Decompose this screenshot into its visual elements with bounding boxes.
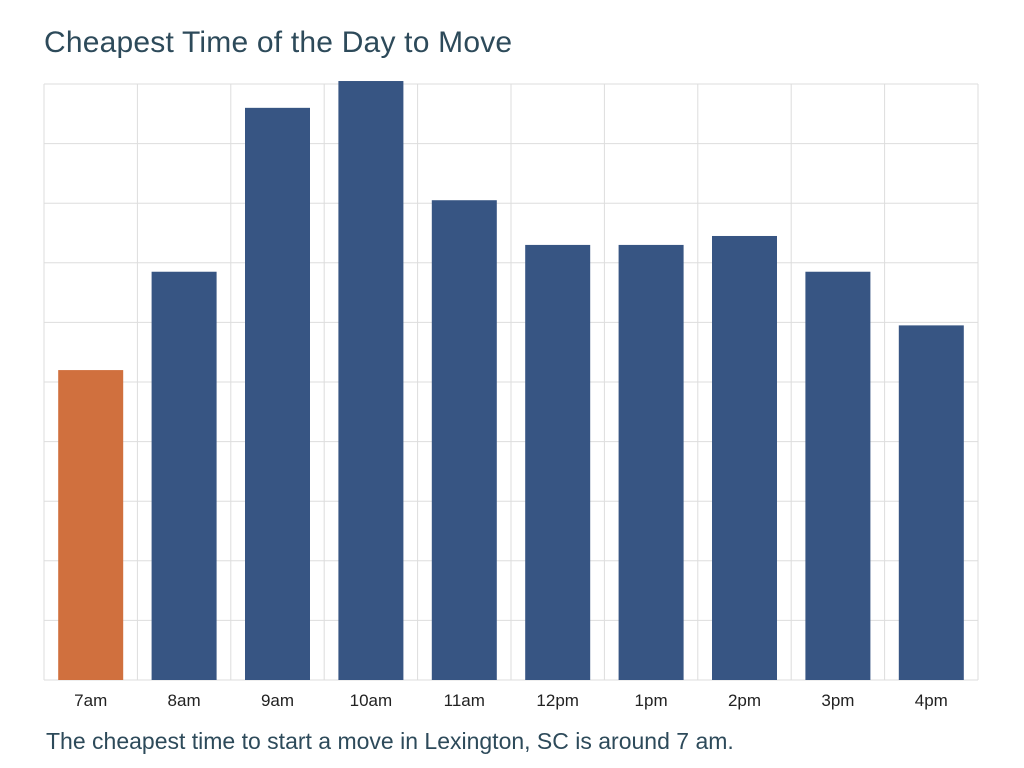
x-tick-label: 12pm (536, 691, 579, 710)
x-tick-label: 11am (444, 691, 485, 710)
x-tick-label: 8am (168, 691, 201, 710)
bar-7am (58, 370, 124, 680)
bar-12pm (525, 244, 591, 681)
bars (58, 81, 964, 681)
x-tick-label: 9am (261, 691, 294, 710)
x-tick-label: 1pm (635, 691, 668, 710)
bar-1pm (618, 244, 684, 681)
bar-9am (245, 107, 310, 681)
bar-10am (338, 81, 404, 680)
chart-caption: The cheapest time to start a move in Lex… (46, 728, 734, 754)
chart-title: Cheapest Time of the Day to Move (44, 26, 513, 59)
x-tick-labels: 7am 8am 9am 10am 11am 12pm 1pm 2pm 3pm 4pm (74, 691, 948, 710)
x-tick-label: 2pm (728, 691, 761, 710)
x-tick-label: 4pm (915, 691, 948, 710)
bar-3pm (805, 271, 871, 680)
x-tick-label: 3pm (821, 691, 854, 710)
bar-chart: 7am 8am 9am 10am 11am 12pm 1pm 2pm 3pm 4pm (43, 81, 979, 710)
bar-8am (151, 271, 217, 680)
bar-11am (431, 200, 497, 680)
x-tick-label: 10am (350, 691, 393, 710)
bar-2pm (712, 235, 777, 681)
x-tick-label: 7am (74, 691, 107, 710)
bar-4pm (898, 325, 964, 680)
